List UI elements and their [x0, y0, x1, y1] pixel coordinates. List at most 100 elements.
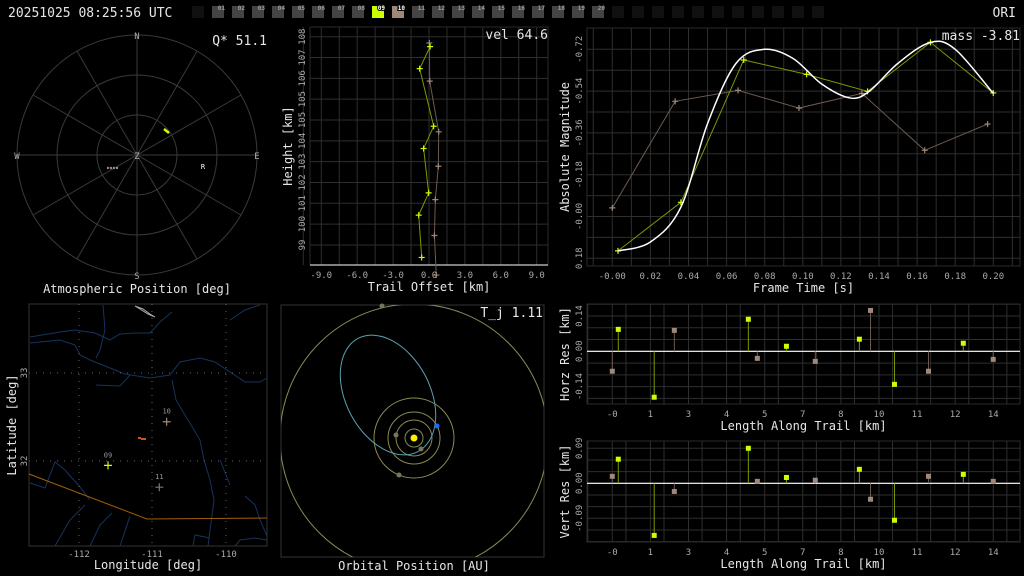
station-10-track-point	[106, 166, 110, 170]
frame-button-20[interactable]: 20	[592, 5, 605, 18]
frame-button-02[interactable]: 02	[232, 5, 245, 18]
frame-slot-empty	[812, 6, 824, 18]
data-point	[426, 78, 433, 85]
frame-box[interactable]	[472, 6, 484, 18]
frame-box[interactable]	[452, 6, 464, 18]
frame-button-05[interactable]: 05	[292, 5, 305, 18]
frame-button-16[interactable]: 16	[512, 5, 525, 18]
x-tick-label: 0.16	[906, 272, 928, 282]
frame-button-04[interactable]: 04	[272, 5, 285, 18]
data-point	[795, 105, 802, 112]
frame-box[interactable]	[592, 6, 604, 18]
frame-button-14[interactable]: 14	[472, 5, 485, 18]
map-ylabel: Latitude [deg]	[5, 374, 19, 475]
frame-button-15[interactable]: 15	[492, 5, 505, 18]
frame-box[interactable]	[212, 6, 224, 18]
frame-button-06[interactable]: 06	[312, 5, 325, 18]
frame-label: 01	[218, 5, 226, 12]
station-cross-icon	[155, 483, 164, 492]
map-xlabel: Longitude [deg]	[94, 558, 202, 572]
x-axis-label: Trail Offset [km]	[368, 280, 491, 294]
x-tick-label: 7	[800, 410, 805, 420]
north-label: N	[134, 32, 139, 42]
residual-point-10	[925, 368, 931, 374]
frame-box[interactable]	[312, 6, 324, 18]
frame-box[interactable]	[532, 6, 544, 18]
frame-box[interactable]	[432, 6, 444, 18]
residual-point-10	[671, 327, 677, 333]
x-tick-label: 0.10	[792, 272, 814, 282]
residual-point-10	[609, 473, 615, 479]
residual-point-10	[812, 477, 818, 483]
y-tick-label: 103	[298, 154, 308, 170]
residual-point-09	[615, 456, 621, 462]
x-tick-label: 4	[724, 410, 729, 420]
y-tick-label: -0.54	[575, 78, 585, 105]
station-10-track-point	[109, 166, 113, 170]
residual-point-09	[856, 336, 862, 342]
x-tick-label: 12	[950, 410, 961, 420]
station-10-track-point	[112, 166, 116, 170]
atmospheric-position-panel: Q* 51.1 N S E W Z R Atmospheric Position…	[14, 32, 267, 296]
planet-orbit	[387, 411, 441, 465]
frame-button-01[interactable]: 01	[212, 5, 225, 18]
x-tick-label: 7	[800, 548, 805, 558]
frame-label: 14	[478, 5, 486, 12]
frame-box[interactable]	[292, 6, 304, 18]
meteor-ground-track	[138, 437, 146, 440]
frame-label: 17	[538, 5, 546, 12]
y-tick-label: 100	[298, 216, 308, 232]
planet-dot	[393, 432, 399, 438]
frame-button-19[interactable]: 19	[572, 5, 585, 18]
lon-tick: -112	[68, 550, 90, 560]
data-point	[416, 65, 423, 72]
vert_res-chart: -0 1 3 4 5 7 8 10 11 12 14 0.09 0.00 -0.09 Length Alon…	[558, 437, 1021, 571]
frame-slot-empty	[632, 6, 644, 18]
frame-button-08[interactable]: 08	[352, 5, 365, 18]
orbit-frame	[280, 304, 545, 558]
residual-point-09	[651, 394, 657, 400]
frame-box[interactable]	[232, 6, 244, 18]
frame-box[interactable]	[352, 6, 364, 18]
data-point	[435, 163, 442, 170]
stat-readout: mass -3.81	[942, 29, 1020, 44]
frame-button-18[interactable]: 18	[552, 5, 565, 18]
x-tick-label: 11	[912, 548, 923, 558]
frame-button-03[interactable]: 03	[252, 5, 265, 18]
y-tick-label: -0.09	[575, 505, 585, 532]
frame-button-11[interactable]: 11	[412, 5, 425, 18]
x-tick-label: -9.0	[310, 271, 332, 281]
frame-label: 16	[518, 5, 526, 12]
frame-box[interactable]	[572, 6, 584, 18]
frame-box[interactable]	[512, 6, 524, 18]
frame-box[interactable]	[372, 6, 384, 18]
frame-box[interactable]	[252, 6, 264, 18]
frame-box[interactable]	[552, 6, 564, 18]
frame-button-12[interactable]: 12	[432, 5, 445, 18]
frame-box[interactable]	[492, 6, 504, 18]
frame-selector[interactable]: 01 02 03 04 05 06 07 08 09 10 11 12 13 14 15 16 17 18 19 20	[192, 4, 824, 18]
y-tick-label: -0.14	[575, 373, 585, 400]
frame-button-13[interactable]: 13	[452, 5, 465, 18]
station-marker-10[interactable]: 10	[162, 408, 171, 426]
y-tick-label: 0.18	[575, 247, 585, 269]
frame-box[interactable]	[412, 6, 424, 18]
station-marker-09[interactable]: 09	[104, 451, 112, 470]
frame-button-07[interactable]: 07	[332, 5, 345, 18]
frame-box[interactable]	[392, 6, 404, 18]
residual-point-09	[783, 474, 789, 480]
station-marker-11[interactable]: 11	[155, 473, 164, 492]
planet-dot	[396, 472, 402, 478]
frame-button-10[interactable]: 10	[392, 4, 406, 18]
station-09-track	[163, 128, 170, 134]
frame-slot-empty	[772, 6, 784, 18]
frame-button-09[interactable]: 09	[372, 4, 386, 18]
residual-point-09	[783, 343, 789, 349]
x-tick-label: 10	[874, 548, 885, 558]
frame-box[interactable]	[272, 6, 284, 18]
frame-button-17[interactable]: 17	[532, 5, 545, 18]
polar-title: Atmospheric Position [deg]	[43, 282, 231, 296]
planet-orbit	[373, 397, 455, 479]
frame-box[interactable]	[332, 6, 344, 18]
